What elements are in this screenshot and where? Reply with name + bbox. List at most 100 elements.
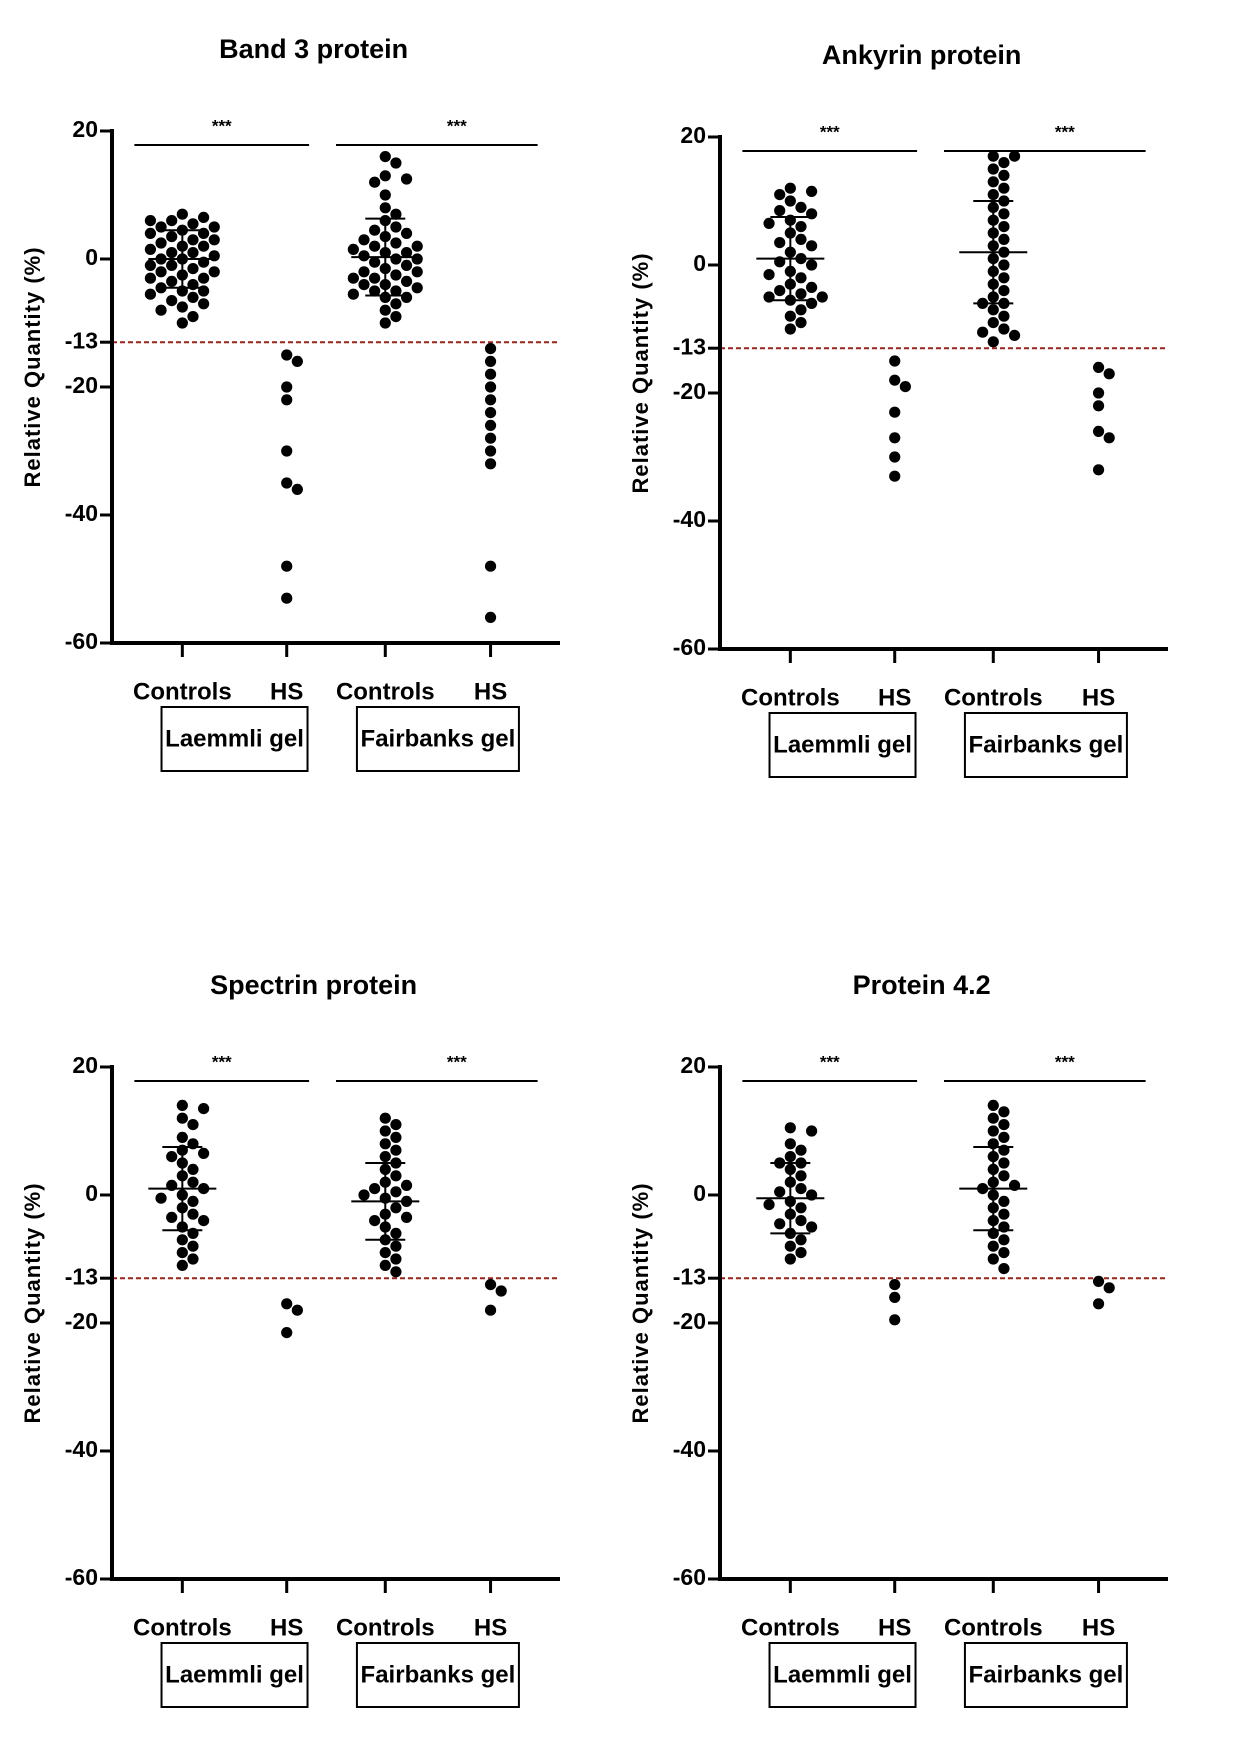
data-point [390,1170,402,1182]
data-point [198,298,210,310]
data-point [166,1151,178,1163]
data-point [795,1202,807,1214]
data-point [484,368,497,380]
data-point [484,432,497,444]
data-point [166,275,178,287]
data-point [784,1151,796,1163]
gel-label: Fairbanks gel [361,1661,516,1688]
data-point [784,310,796,322]
data-point [390,1202,402,1214]
data-point [484,1279,497,1291]
x-tick-label: Controls [133,1614,232,1641]
gel-box [355,1642,520,1708]
data-point [187,1176,199,1188]
data-point [379,151,391,163]
data-point [166,215,178,227]
data-point [998,208,1010,220]
data-point [889,355,901,367]
data-point [987,1240,999,1252]
data-point [795,1144,807,1156]
data-point [166,247,178,259]
data-point [281,349,293,361]
data-point [347,288,359,300]
y-tick-label: 20 [72,1052,98,1078]
gel-box [160,706,309,772]
significance-label: *** [212,116,232,135]
data-point [144,259,157,271]
data-point [484,1304,497,1316]
data-point [987,1112,999,1124]
y-tick-label: -60 [65,1564,98,1590]
data-point [998,272,1010,284]
data-point [281,560,293,572]
data-point [411,266,423,278]
data-point [379,189,391,201]
data-point [784,1240,796,1252]
data-point [998,1195,1010,1207]
data-point [763,217,775,229]
data-point [795,1247,807,1259]
data-point [187,247,199,259]
data-point [400,247,413,259]
data-point [198,1215,210,1227]
data-point [774,285,786,297]
data-point [400,173,413,185]
data-point [379,1259,391,1271]
data-point [998,1170,1010,1182]
data-point [889,470,901,482]
gel-label: Laemmli gel [773,731,912,758]
data-point [379,1125,391,1137]
data-point [281,445,293,457]
data-point [998,233,1010,245]
data-point [358,1189,370,1201]
significance-label: *** [820,1052,840,1071]
y-tick-label: 20 [680,1052,706,1078]
data-point [977,326,989,338]
data-point [379,304,391,316]
data-point [390,298,402,310]
data-point [144,243,157,255]
data-point [187,1240,199,1252]
significance-label: *** [1055,1052,1075,1071]
data-point [987,1099,999,1111]
gel-box [963,712,1128,778]
x-tick-label: Controls [741,684,840,711]
data-point [176,317,188,329]
gel-label: Fairbanks gel [969,731,1124,758]
data-point [484,355,497,367]
data-point [795,1183,807,1195]
significance-label: *** [447,1052,467,1071]
gel-label: Laemmli gel [773,1661,912,1688]
data-point [411,253,423,265]
data-point [998,157,1010,169]
y-tick-label: -40 [673,506,706,532]
data-point [987,189,999,201]
data-point [816,291,828,303]
data-point [291,1304,303,1316]
data-point [774,1186,786,1198]
data-point [400,275,413,287]
data-point [400,1211,413,1223]
data-point [155,1192,167,1204]
data-point [187,1195,199,1207]
data-point [784,323,796,335]
data-point [390,1227,402,1239]
data-point [484,394,497,406]
data-point [484,611,497,624]
data-point [187,291,199,303]
data-point [889,1279,901,1291]
data-point [369,176,381,188]
data-point [763,1199,775,1211]
data-point [144,272,157,284]
data-point [358,234,370,246]
data-point [400,259,413,271]
data-point [795,272,807,284]
panel: Ankyrin protein Relative Quantity (%) 20 0 -… [628,40,1168,778]
y-axis-label: Relative Quantity (%) [628,1182,653,1423]
data-point [495,1285,507,1297]
data-point [1092,361,1105,373]
gel-box [768,1642,917,1708]
data-point [369,240,381,252]
data-point [998,1263,1010,1275]
